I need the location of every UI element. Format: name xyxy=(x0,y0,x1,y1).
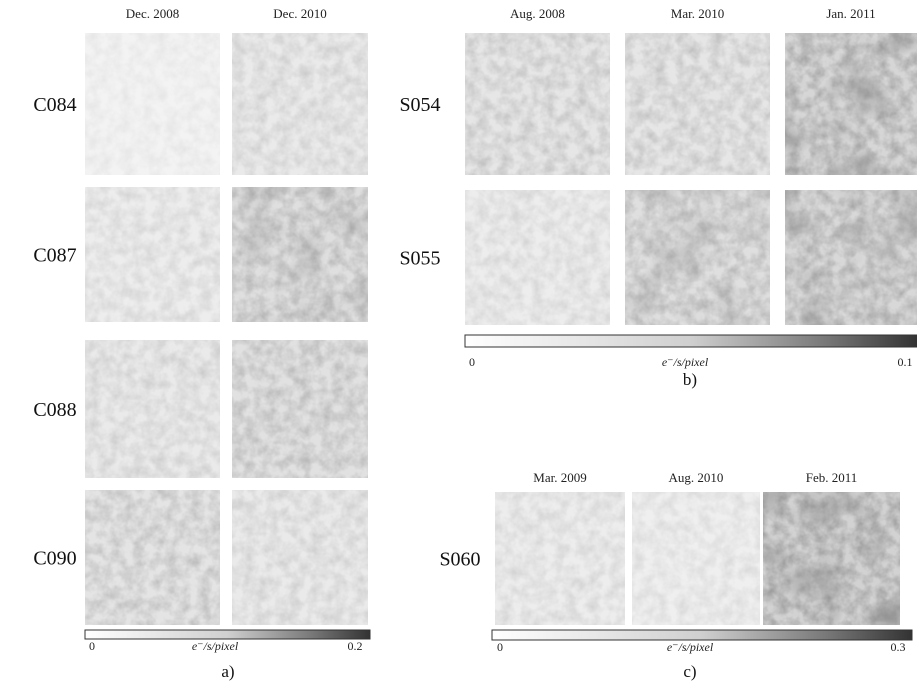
colorbar xyxy=(465,335,917,347)
colorbar-unit: e⁻/s/pixel xyxy=(662,355,709,369)
column-header: Aug. 2008 xyxy=(510,6,565,21)
page: Dec. 2008 Dec. 2010 C084 C087 C088 C090 0 e⁻/s/… xyxy=(0,0,917,688)
row-label: C084 xyxy=(33,94,76,116)
image-texture xyxy=(465,33,610,175)
image-texture xyxy=(785,33,917,175)
image-texture xyxy=(632,492,760,625)
colorbar xyxy=(492,630,912,640)
panel-caption: a) xyxy=(221,662,234,681)
image-texture xyxy=(232,187,368,322)
colorbar-unit: e⁻/s/pixel xyxy=(667,640,714,654)
image-texture xyxy=(785,190,917,325)
image-texture xyxy=(85,187,220,322)
panel-caption: c) xyxy=(683,662,696,681)
colorbar-min: 0 xyxy=(497,640,503,654)
column-header: Mar. 2010 xyxy=(671,6,724,21)
image-texture xyxy=(85,490,220,625)
image-texture xyxy=(85,33,220,175)
column-header: Dec. 2008 xyxy=(126,6,179,21)
image-texture xyxy=(232,490,368,625)
colorbar-max: 0.1 xyxy=(898,355,913,369)
row-label: C090 xyxy=(33,548,76,570)
colorbar-min: 0 xyxy=(89,639,95,653)
row-label: C087 xyxy=(33,245,76,267)
image-texture xyxy=(625,33,770,175)
colorbar xyxy=(85,630,370,639)
image-texture xyxy=(625,190,770,325)
column-header: Mar. 2009 xyxy=(533,470,586,485)
row-label: S060 xyxy=(439,549,480,571)
colorbar-max: 0.2 xyxy=(348,639,363,653)
column-header: Aug. 2010 xyxy=(669,470,724,485)
row-label: S055 xyxy=(399,248,440,270)
panel-caption: b) xyxy=(683,370,697,389)
colorbar-min: 0 xyxy=(469,355,475,369)
image-texture xyxy=(495,492,625,625)
row-label: C088 xyxy=(33,399,76,421)
column-header: Dec. 2010 xyxy=(273,6,326,21)
column-header: Feb. 2011 xyxy=(806,470,858,485)
image-texture xyxy=(763,492,900,625)
row-label: S054 xyxy=(399,94,440,116)
colorbar-unit: e⁻/s/pixel xyxy=(192,639,239,653)
image-texture xyxy=(465,190,610,325)
colorbar-max: 0.3 xyxy=(891,640,906,654)
image-texture xyxy=(232,33,368,175)
figure: Dec. 2008 Dec. 2010 C084 C087 C088 C090 0 e⁻/s/… xyxy=(0,0,917,688)
image-texture xyxy=(232,340,368,478)
image-texture xyxy=(85,340,220,478)
column-header: Jan. 2011 xyxy=(826,6,875,21)
